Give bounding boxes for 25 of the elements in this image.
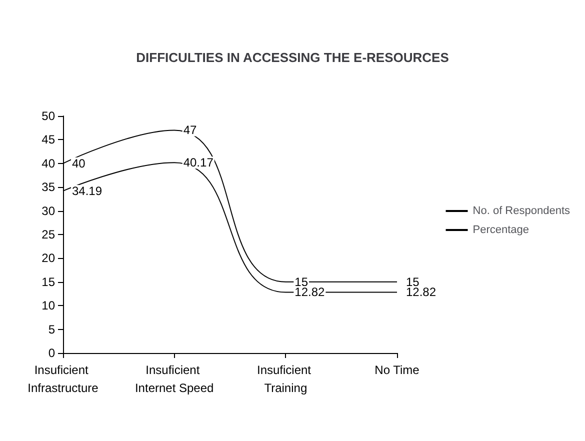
y-tick-label: 50 (42, 109, 56, 123)
y-tick-label: 25 (42, 228, 56, 242)
x-tick-label: Insuficient Infrastructure (28, 363, 99, 395)
y-tick-label: 45 (42, 132, 56, 147)
data-label: 12.82 (294, 285, 326, 300)
x-tick-label: No Time (374, 363, 420, 377)
y-tick-label: 30 (42, 204, 56, 218)
x-tick-label: Insuficient Training (256, 363, 314, 395)
x-tick-label: Insuficient Internet Speed (134, 363, 214, 395)
y-tick-label: 10 (42, 298, 56, 313)
data-label: 40 (72, 156, 86, 170)
y-tick-label: 5 (48, 322, 56, 336)
data-label: 34.19 (72, 184, 102, 198)
legend-label: No. of Respondents (472, 205, 570, 217)
data-label: 40.17 (183, 156, 214, 170)
data-label: 47 (183, 123, 198, 138)
y-tick-label: 0 (48, 346, 56, 360)
legend-label: Percentage (472, 224, 530, 236)
y-tick-label: 35 (42, 180, 56, 194)
y-tick-label: 40 (42, 156, 56, 170)
data-label: 15 (294, 274, 308, 289)
chart-title: DIFFICULTIES IN ACCESSING THE E-RESOURCES (136, 50, 450, 65)
data-label: 12.82 (406, 285, 436, 300)
y-tick-label: 20 (42, 251, 56, 266)
y-tick-label: 15 (42, 274, 56, 289)
